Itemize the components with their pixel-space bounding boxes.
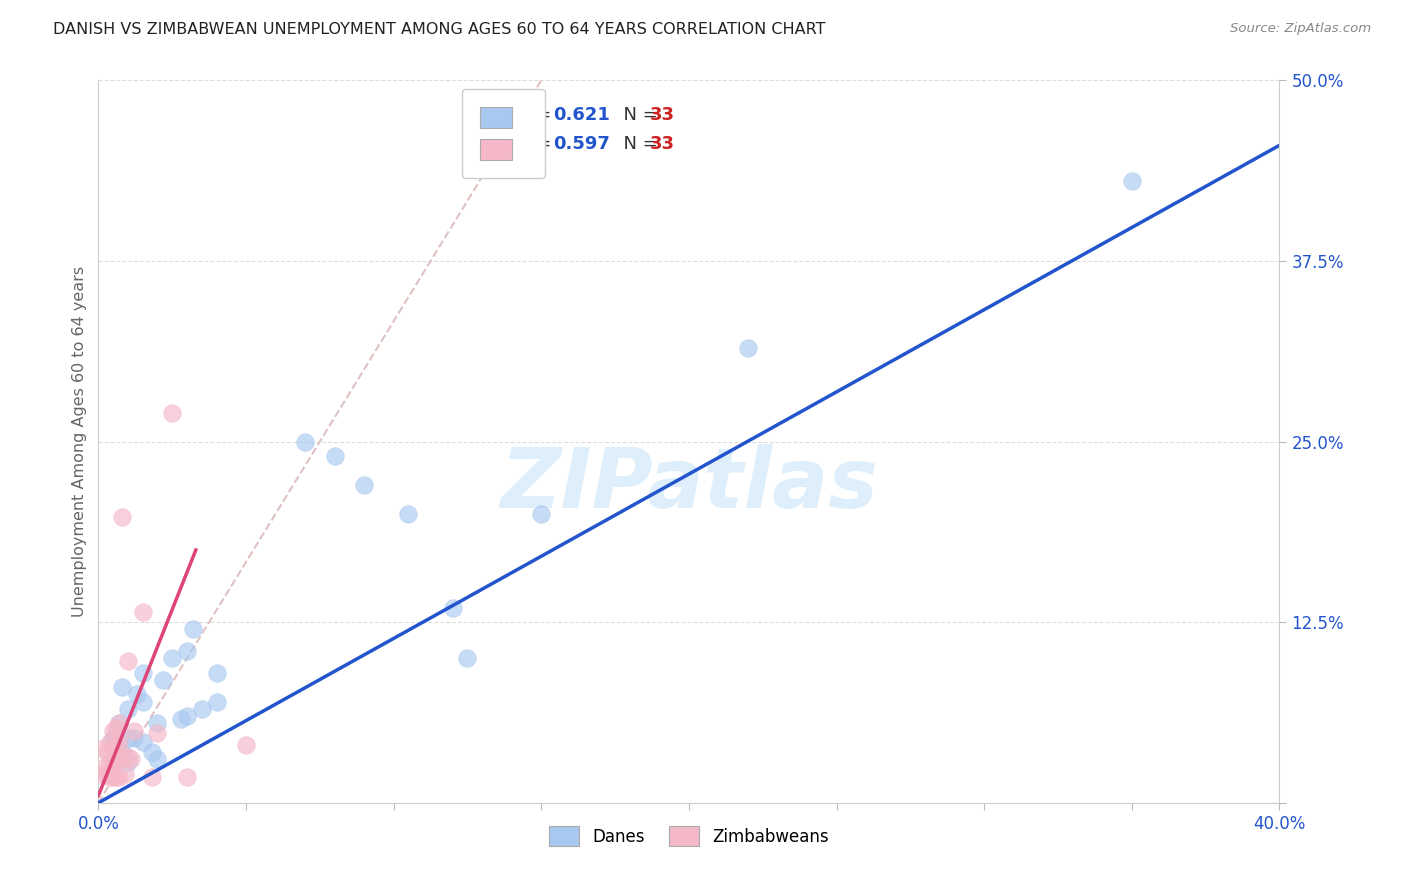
- Legend: Danes, Zimbabweans: Danes, Zimbabweans: [541, 820, 837, 852]
- Text: N =: N =: [612, 106, 664, 124]
- Point: [132, 665, 155, 680]
- Point: [117, 731, 139, 745]
- Point: [114, 767, 136, 781]
- Point: [108, 735, 131, 749]
- Point: [170, 712, 193, 726]
- Point: [132, 735, 155, 749]
- Text: ZIPatlas: ZIPatlas: [501, 444, 877, 525]
- Point: [398, 507, 420, 521]
- Point: [235, 738, 257, 752]
- Point: [111, 745, 134, 759]
- Y-axis label: Unemployment Among Ages 60 to 64 years: Unemployment Among Ages 60 to 64 years: [72, 266, 87, 617]
- Point: [98, 735, 121, 749]
- Point: [530, 507, 553, 521]
- Text: 33: 33: [650, 106, 675, 124]
- Point: [105, 738, 128, 752]
- Text: Source: ZipAtlas.com: Source: ZipAtlas.com: [1230, 22, 1371, 36]
- Point: [103, 756, 125, 770]
- Point: [117, 756, 139, 770]
- Point: [132, 605, 155, 619]
- Point: [96, 767, 118, 781]
- Point: [353, 478, 375, 492]
- Point: [108, 716, 131, 731]
- Text: 33: 33: [650, 135, 675, 153]
- Point: [176, 644, 198, 658]
- Text: N =: N =: [612, 135, 664, 153]
- Point: [162, 406, 183, 420]
- Point: [737, 341, 759, 355]
- Point: [105, 752, 128, 766]
- Point: [205, 695, 228, 709]
- Point: [141, 745, 163, 759]
- Point: [152, 673, 174, 687]
- Point: [98, 756, 121, 770]
- Point: [93, 740, 115, 755]
- Point: [103, 723, 125, 738]
- Point: [93, 760, 115, 774]
- Point: [176, 770, 198, 784]
- Point: [205, 665, 228, 680]
- Point: [122, 731, 145, 745]
- Text: DANISH VS ZIMBABWEAN UNEMPLOYMENT AMONG AGES 60 TO 64 YEARS CORRELATION CHART: DANISH VS ZIMBABWEAN UNEMPLOYMENT AMONG …: [53, 22, 825, 37]
- Point: [111, 680, 134, 694]
- Point: [111, 509, 134, 524]
- Point: [117, 654, 139, 668]
- Point: [181, 623, 204, 637]
- Text: R =: R =: [517, 135, 557, 153]
- Point: [457, 651, 479, 665]
- Point: [132, 695, 155, 709]
- Point: [176, 709, 198, 723]
- Point: [108, 770, 131, 784]
- Text: R =: R =: [517, 106, 557, 124]
- Point: [162, 651, 183, 665]
- Text: 0.621: 0.621: [553, 106, 610, 124]
- Point: [108, 716, 131, 731]
- Point: [111, 749, 134, 764]
- Point: [120, 752, 142, 766]
- Point: [191, 702, 214, 716]
- Point: [441, 600, 464, 615]
- Point: [105, 721, 128, 735]
- Point: [108, 752, 131, 766]
- Point: [122, 723, 145, 738]
- Point: [103, 740, 125, 755]
- Point: [103, 731, 125, 745]
- Point: [96, 745, 118, 759]
- Point: [294, 434, 316, 449]
- Point: [125, 687, 148, 701]
- Point: [146, 716, 169, 731]
- Point: [146, 752, 169, 766]
- Point: [141, 770, 163, 784]
- Point: [1121, 174, 1143, 188]
- Point: [98, 770, 121, 784]
- Point: [323, 449, 346, 463]
- Point: [105, 770, 128, 784]
- Text: 0.597: 0.597: [553, 135, 610, 153]
- Point: [90, 767, 112, 781]
- Point: [117, 702, 139, 716]
- Point: [117, 749, 139, 764]
- Point: [146, 726, 169, 740]
- Point: [103, 770, 125, 784]
